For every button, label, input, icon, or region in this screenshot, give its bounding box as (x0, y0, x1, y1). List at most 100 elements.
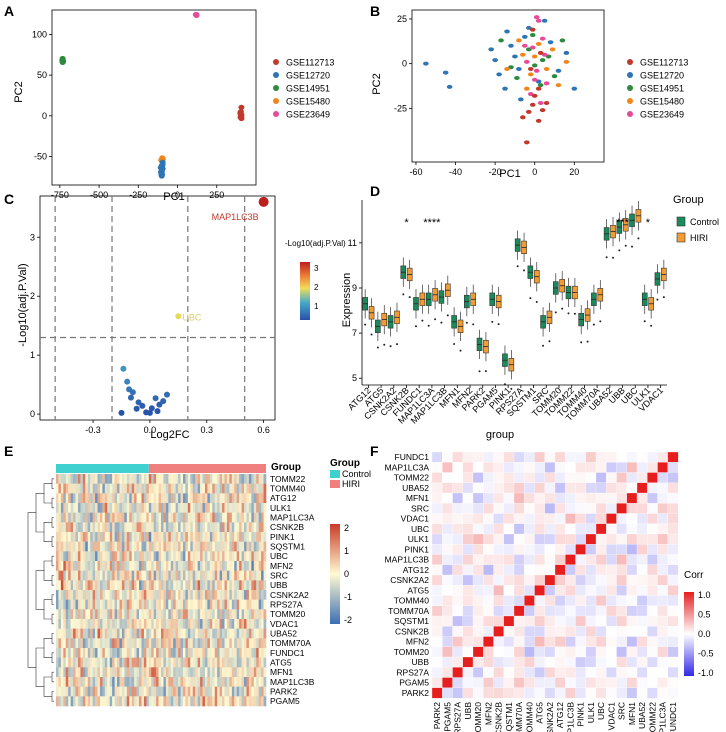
panel-e-heat-cell (229, 570, 233, 581)
panel-f-corr-cell (626, 554, 638, 566)
panel-e-heat-cell (141, 638, 145, 649)
panel-e-heat-cell (236, 512, 240, 523)
panel-e-heat-cell (234, 686, 237, 697)
panel-e-heat-cell (95, 657, 98, 668)
panel-e-heat-cell (134, 609, 137, 620)
panel-f-col-label: ATG12 (555, 702, 565, 729)
panel-e-heat-cell (99, 619, 103, 629)
panel-e-heat-cell (126, 696, 130, 707)
panel-e-heat-cell (246, 493, 250, 504)
panel-f-corr-cell (554, 585, 566, 596)
panel-e-heat-cell (151, 570, 154, 581)
panel-e-heat-cell (185, 474, 189, 484)
panel-f-corr-cell (636, 574, 648, 586)
panel-e-heat-cell (246, 648, 250, 658)
panel-e-heat-cell (65, 570, 69, 581)
panel-e-heat-cell (178, 619, 181, 629)
panel-e-heat-cell (60, 696, 64, 707)
panel-e-heat-cell (239, 522, 242, 533)
panel-e-heat-cell (58, 551, 62, 562)
panel-e-heat-cell (165, 561, 169, 571)
panel-e-heat-cell (187, 580, 191, 591)
panel-e-heat-cell (258, 483, 262, 494)
panel-a: A PC1 PC2 -750 -500 -250 0 250-50050100GSE11… (4, 3, 334, 203)
panel-e-heat-cell (222, 609, 225, 620)
panel-e-heat-cell (148, 522, 152, 533)
panel-e-heat-cell (202, 686, 206, 697)
panel-e-heat-cell (107, 483, 111, 494)
panel-e-heat-cell (63, 696, 67, 707)
panel-e-heat-cell (136, 609, 140, 620)
panel-f-corr-cell (503, 574, 515, 586)
panel-e-heat-cell (151, 590, 154, 600)
panel-c-ytick-label: 3 (30, 232, 35, 242)
panel-e-heat-cell (65, 677, 69, 687)
panel-f-corr-cell (595, 492, 607, 504)
panel-e-heat-cell (117, 522, 120, 533)
panel-e-heat-cell (112, 638, 115, 649)
panel-e-heat-cell (97, 677, 101, 687)
panel-f-corr-cell (647, 472, 658, 484)
panel-b-point (492, 58, 498, 63)
panel-e-heat-cell (239, 483, 242, 494)
panel-e-heat-cell (236, 657, 240, 668)
panel-f-corr-cell (462, 595, 474, 607)
panel-e-heat-cell (185, 541, 189, 552)
panel-f-corr-cell (442, 574, 453, 586)
panel-e-heat-cell (119, 628, 123, 639)
panel-e-heat-cell (112, 686, 115, 697)
panel-f-corr-cell (431, 656, 443, 668)
panel-e-heat-cell (195, 628, 198, 639)
panel-e-heat-cell (107, 628, 111, 639)
panel-e-heat-cell (141, 483, 145, 494)
panel-e-heat-cell (95, 638, 98, 649)
panel-e-heat-cell (209, 696, 213, 707)
panel-e-heat-cell (99, 638, 103, 649)
panel-f-corr-cell (595, 482, 607, 494)
panel-f-corr-cell (483, 667, 494, 678)
panel-e-heat-cell (217, 609, 220, 620)
panel-e-heat-cell (136, 493, 140, 504)
panel-d-ytick-label: 9 (352, 283, 357, 293)
panel-e-heat-cell (107, 599, 111, 610)
panel-e-heat-cell (146, 638, 150, 649)
panel-e-heat-cell (251, 696, 255, 707)
panel-d-outlier (421, 319, 424, 322)
panel-e-heat-cell (202, 590, 206, 600)
panel-e-heat-cell (239, 493, 242, 504)
panel-f-corr-cell (616, 595, 628, 607)
panel-e-row-label: MAP1LC3B (270, 677, 315, 687)
panel-e-heat-cell (141, 628, 145, 639)
panel-e-heat-cell (229, 522, 233, 533)
panel-f-corr-cell (606, 585, 617, 596)
panel-e-heat-cell (258, 648, 262, 658)
panel-e-heat-cell (185, 619, 189, 629)
panel-e-heat-cell (63, 667, 67, 678)
panel-e-heat-cell (192, 522, 196, 533)
panel-e-heat-cell (192, 609, 196, 620)
panel-e-heat-cell (170, 696, 174, 707)
panel-e-heat-cell (236, 551, 240, 562)
panel-b-point (516, 67, 522, 72)
panel-e-heat-cell (248, 551, 252, 562)
panel-e-heat-cell (134, 677, 137, 687)
panel-f-corr-cell (472, 451, 484, 463)
panel-b-xtick-label: 0 (532, 167, 537, 177)
panel-e-heat-cell (70, 638, 74, 649)
panel-e-heat-cell (124, 648, 128, 658)
panel-e-heat-cell (95, 677, 98, 687)
panel-e-heat-cell (68, 638, 71, 649)
panel-e-heat-cell (229, 609, 233, 620)
panel-d-outlier (402, 293, 405, 296)
panel-d-outlier (523, 269, 526, 272)
panel-e-heat-cell (82, 493, 86, 504)
panel-c-label: C (4, 191, 14, 207)
panel-f-corr-cell (462, 503, 474, 514)
panel-e-heat-cell (212, 561, 216, 571)
panel-e-heat-cell (231, 522, 235, 533)
panel-e-heat-cell (70, 551, 74, 562)
panel-c-xtick-label: 0.3 (201, 425, 214, 435)
panel-e-heat-cell (151, 599, 154, 610)
panel-e-heat-cell (97, 512, 101, 523)
panel-e-heat-cell (102, 512, 106, 523)
